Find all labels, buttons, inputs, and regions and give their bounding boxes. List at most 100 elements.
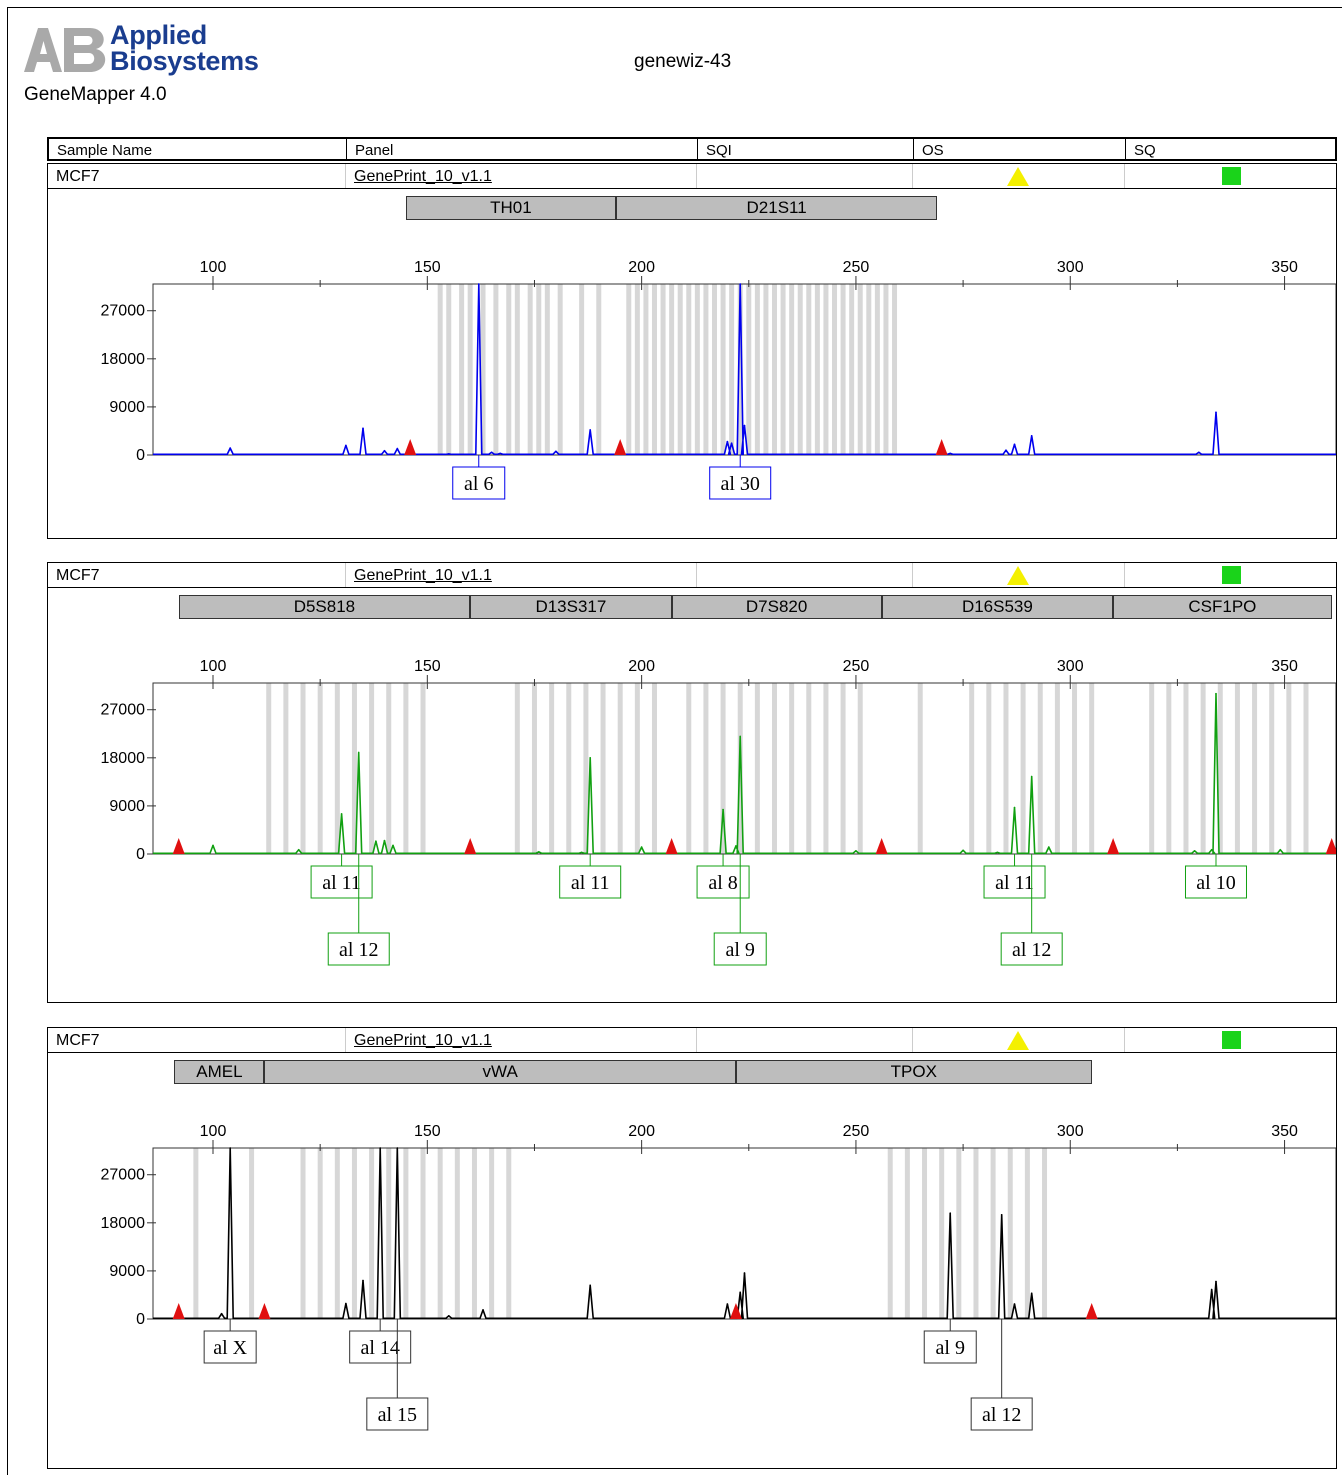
marker-tpox[interactable]: TPOX <box>735 1060 1092 1084</box>
x-tick-label: 350 <box>1271 658 1298 675</box>
trace-peak <box>229 447 231 449</box>
trace-peak <box>855 849 857 852</box>
allele-bin <box>471 1148 477 1319</box>
trace-peak <box>1013 806 1016 809</box>
x-tick-label: 300 <box>1057 658 1084 675</box>
allele-bin <box>823 284 829 455</box>
allele-bin <box>789 683 795 854</box>
panel-name: GenePrint_10_v1.1 <box>346 563 697 587</box>
allele-bin <box>651 683 657 854</box>
os-cell <box>913 1028 1125 1052</box>
allele-call-box <box>923 1330 977 1364</box>
y-tick-label: 27000 <box>101 303 146 320</box>
allele-bin <box>536 284 542 455</box>
trace-peak <box>1013 443 1016 446</box>
allele-bin <box>351 683 357 854</box>
allele-bin <box>754 683 760 854</box>
allele-bin <box>857 683 863 854</box>
trace-peak <box>743 1272 746 1274</box>
marker-csf1po[interactable]: CSF1PO <box>1113 595 1332 619</box>
allele-bin <box>1234 683 1240 854</box>
trace-peak <box>640 846 643 848</box>
marker-d13s317[interactable]: D13S317 <box>470 595 672 619</box>
marker-d21s11[interactable]: D21S11 <box>615 196 938 220</box>
allele-call-box <box>452 466 506 500</box>
col-os[interactable]: OS <box>914 139 1126 159</box>
col-sq[interactable]: SQ <box>1134 142 1156 159</box>
size-standard-peak-icon <box>258 1303 271 1319</box>
x-tick-label: 200 <box>628 259 655 276</box>
trace-peak <box>1193 849 1196 852</box>
trace-peak <box>1048 846 1050 848</box>
allele-call-box <box>1184 865 1247 899</box>
allele-bin <box>892 284 898 455</box>
trace-peak <box>499 452 501 455</box>
allele-bin <box>904 1148 910 1319</box>
sqi-cell <box>697 563 913 587</box>
sample-row[interactable]: MCF7 GenePrint_10_v1.1 <box>48 563 1336 588</box>
allele-bin <box>849 284 855 455</box>
trace-peak <box>1000 1213 1003 1216</box>
electropherogram: 100 150 200 250 300 350 0 9000 18000 27000 al X al … <box>101 1123 1336 1431</box>
allele-call-label: al 11 <box>322 872 361 894</box>
marker-d7s820[interactable]: D7S820 <box>671 595 882 619</box>
sample-row[interactable]: MCF7 GenePrint_10_v1.1 <box>48 164 1336 189</box>
x-tick-label: 200 <box>628 658 655 675</box>
allele-bin <box>814 284 820 455</box>
allele-call-label: al 11 <box>571 872 610 894</box>
allele-call-label: al 9 <box>936 1337 965 1359</box>
electropherogram: 100 150 200 250 300 350 0 9000 18000 27000 al 6 al … <box>101 259 1336 500</box>
allele-bin <box>703 284 709 455</box>
allele-bin <box>737 284 743 455</box>
allele-bin <box>686 683 692 854</box>
marker-amel[interactable]: AMEL <box>174 1060 265 1084</box>
trace-peak <box>589 757 591 759</box>
trace-peak <box>735 845 737 847</box>
allele-bin <box>969 683 975 854</box>
allele-bin <box>300 683 306 854</box>
allele-call-label: al 8 <box>708 872 737 894</box>
allele-bin <box>1054 683 1060 854</box>
x-tick-label: 150 <box>414 658 441 675</box>
allele-bin <box>420 683 426 854</box>
trace-peak <box>1198 451 1200 454</box>
x-tick-label: 350 <box>1271 1123 1298 1140</box>
marker-th01[interactable]: TH01 <box>405 196 616 220</box>
marker-vwa[interactable]: vWA <box>264 1060 736 1084</box>
size-standard-peak-icon <box>464 838 477 854</box>
col-sqi[interactable]: SQI <box>698 139 914 159</box>
sample-row[interactable]: MCF7 GenePrint_10_v1.1 <box>48 1028 1336 1053</box>
allele-call-box <box>709 466 772 500</box>
trace-peak <box>357 751 360 754</box>
marker-d5s818[interactable]: D5S818 <box>178 595 471 619</box>
allele-bin <box>369 1148 375 1319</box>
allele-bin <box>651 284 657 455</box>
allele-bin <box>514 683 520 854</box>
allele-bin <box>922 1148 928 1319</box>
trace-peak <box>962 849 964 852</box>
allele-bin <box>600 683 606 854</box>
allele-bin <box>557 284 563 455</box>
allele-bin <box>1072 683 1078 854</box>
allele-bin <box>506 1148 512 1319</box>
x-tick-label: 300 <box>1057 1123 1084 1140</box>
allele-bin <box>420 1148 426 1319</box>
os-warning-triangle-icon <box>1007 1031 1029 1050</box>
brand-name: Applied Biosystems <box>110 22 259 75</box>
allele-bin <box>1166 683 1172 854</box>
allele-call-label: al 12 <box>339 939 378 961</box>
col-sample-name[interactable]: Sample Name <box>49 139 347 159</box>
allele-bin <box>677 284 683 455</box>
allele-call-label: al 12 <box>982 1404 1021 1426</box>
trace-peak <box>1210 848 1213 851</box>
allele-bin <box>454 1148 460 1319</box>
allele-bin <box>514 284 520 455</box>
allele-bin <box>437 284 443 455</box>
marker-d16s539[interactable]: D16S539 <box>881 595 1114 619</box>
trace-peak <box>1030 434 1033 437</box>
panel-name: GenePrint_10_v1.1 <box>346 1028 697 1052</box>
trace-line <box>153 692 1336 855</box>
col-panel[interactable]: Panel <box>347 139 698 159</box>
os-warning-triangle-icon <box>1007 566 1029 585</box>
x-tick-label: 100 <box>200 1123 227 1140</box>
